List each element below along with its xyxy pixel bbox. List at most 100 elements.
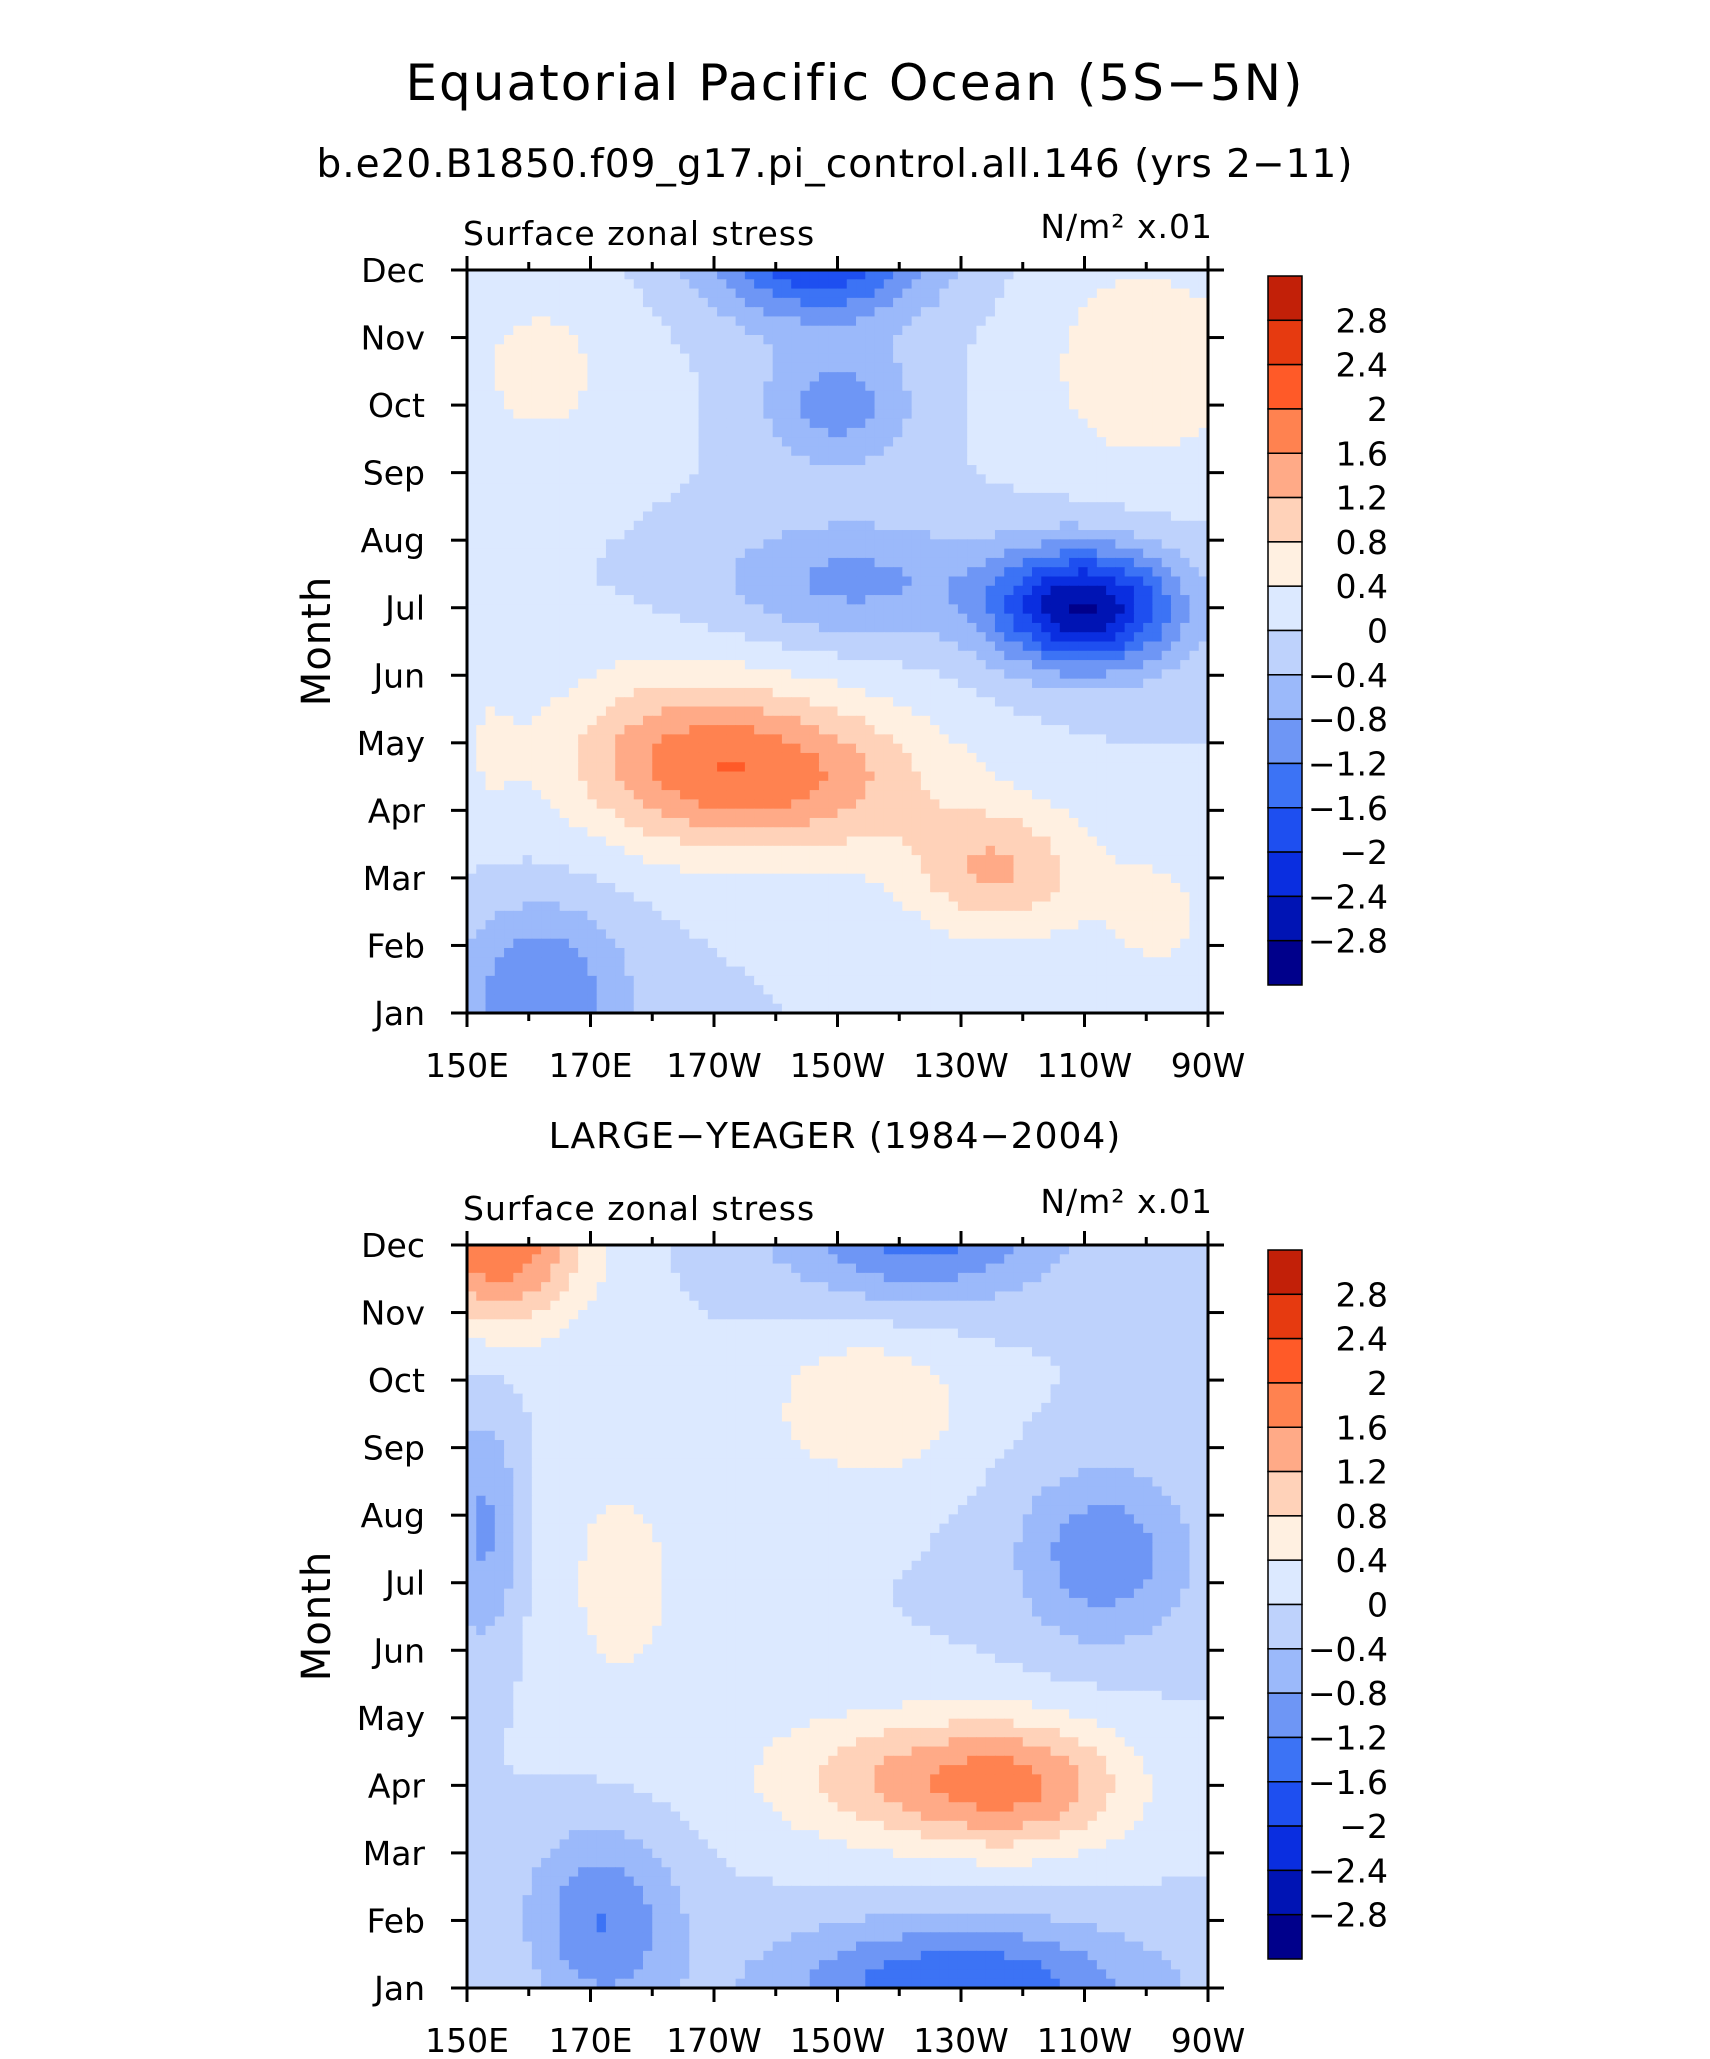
field-cell	[726, 845, 737, 856]
field-cell	[744, 808, 755, 819]
field-cell	[837, 492, 848, 503]
field-cell	[1152, 279, 1163, 290]
field-cell	[781, 817, 792, 828]
field-cell	[818, 697, 829, 708]
field-cell	[689, 715, 700, 726]
field-cell	[513, 539, 524, 550]
field-cell	[930, 585, 940, 596]
field-cell	[1143, 780, 1154, 791]
field-cell	[818, 687, 829, 698]
field-cell	[1050, 734, 1061, 745]
field-cell	[1096, 483, 1107, 494]
field-cell	[726, 585, 737, 596]
field-cell	[559, 390, 570, 401]
field-cell	[1087, 474, 1098, 485]
field-cell	[939, 409, 950, 420]
field-cell	[1078, 817, 1089, 828]
field-cell	[652, 400, 663, 410]
field-cell	[1106, 613, 1116, 624]
field-cell	[957, 474, 968, 485]
field-cell	[652, 771, 663, 782]
field-cell	[874, 409, 885, 420]
field-cell	[985, 372, 996, 383]
field-cell	[976, 817, 987, 828]
field-cell	[615, 743, 626, 754]
field-cell	[1004, 446, 1015, 457]
field-cell	[1096, 790, 1107, 800]
field-cell	[485, 613, 496, 624]
field-cell	[1041, 762, 1052, 773]
field-cell	[1143, 613, 1154, 624]
field-cell	[911, 418, 922, 429]
field-cell	[1096, 799, 1107, 810]
field-cell	[522, 808, 533, 819]
field-cell	[680, 632, 690, 643]
field-cell	[504, 474, 514, 485]
field-cell	[1198, 585, 1208, 596]
field-cell	[865, 492, 876, 503]
field-cell	[1198, 400, 1208, 410]
field-cell	[735, 632, 746, 643]
field-cell	[837, 418, 848, 429]
field-cell	[874, 520, 885, 531]
field-cell	[781, 706, 792, 717]
field-cell	[513, 827, 524, 838]
field-cell	[615, 715, 626, 726]
field-cell	[1022, 790, 1033, 800]
field-cell	[930, 660, 940, 670]
field-cell	[587, 706, 598, 717]
field-cell	[1096, 752, 1107, 763]
field-cell	[883, 836, 894, 847]
field-cell	[1106, 780, 1116, 791]
field-cell	[1087, 418, 1098, 429]
field-cell	[994, 799, 1005, 810]
field-cell	[818, 743, 829, 754]
field-cell	[717, 827, 727, 838]
field-cell	[726, 743, 737, 754]
field-cell	[1189, 604, 1200, 615]
field-cell	[550, 585, 561, 596]
field-cell	[1115, 752, 1126, 763]
field-cell	[948, 715, 959, 726]
field-cell	[1152, 706, 1163, 717]
field-cell	[735, 641, 746, 652]
field-cell	[893, 279, 903, 290]
field-cell	[661, 790, 672, 800]
field-cell	[920, 660, 931, 670]
field-cell	[754, 390, 764, 401]
field-cell	[828, 362, 839, 373]
field-cell	[494, 687, 505, 698]
field-cell	[494, 650, 505, 661]
field-cell	[661, 762, 672, 773]
field-cell	[744, 539, 755, 550]
field-cell	[1004, 492, 1015, 503]
field-cell	[1013, 520, 1024, 531]
field-cell	[680, 613, 690, 624]
field-cell	[1198, 790, 1208, 800]
field-cell	[809, 344, 820, 355]
field-cell	[744, 400, 755, 410]
field-cell	[837, 455, 848, 466]
field-cell	[698, 325, 709, 336]
field-cell	[818, 752, 829, 763]
field-cell	[494, 316, 505, 327]
field-cell	[985, 632, 996, 643]
field-cell	[550, 641, 561, 652]
field-cell	[791, 817, 802, 828]
field-cell	[781, 409, 792, 420]
field-cell	[883, 520, 894, 531]
field-cell	[1022, 270, 1033, 280]
field-cell	[494, 455, 505, 466]
field-cell	[957, 297, 968, 308]
field-cell	[531, 780, 542, 791]
field-cell	[1032, 706, 1042, 717]
field-cell	[837, 437, 848, 448]
field-cell	[865, 465, 876, 475]
field-cell	[513, 520, 524, 531]
field-cell	[791, 279, 802, 290]
field-cell	[541, 845, 551, 856]
field-cell	[1013, 780, 1024, 791]
field-cell	[772, 678, 783, 689]
field-cell	[911, 567, 922, 578]
field-cell	[698, 687, 709, 698]
